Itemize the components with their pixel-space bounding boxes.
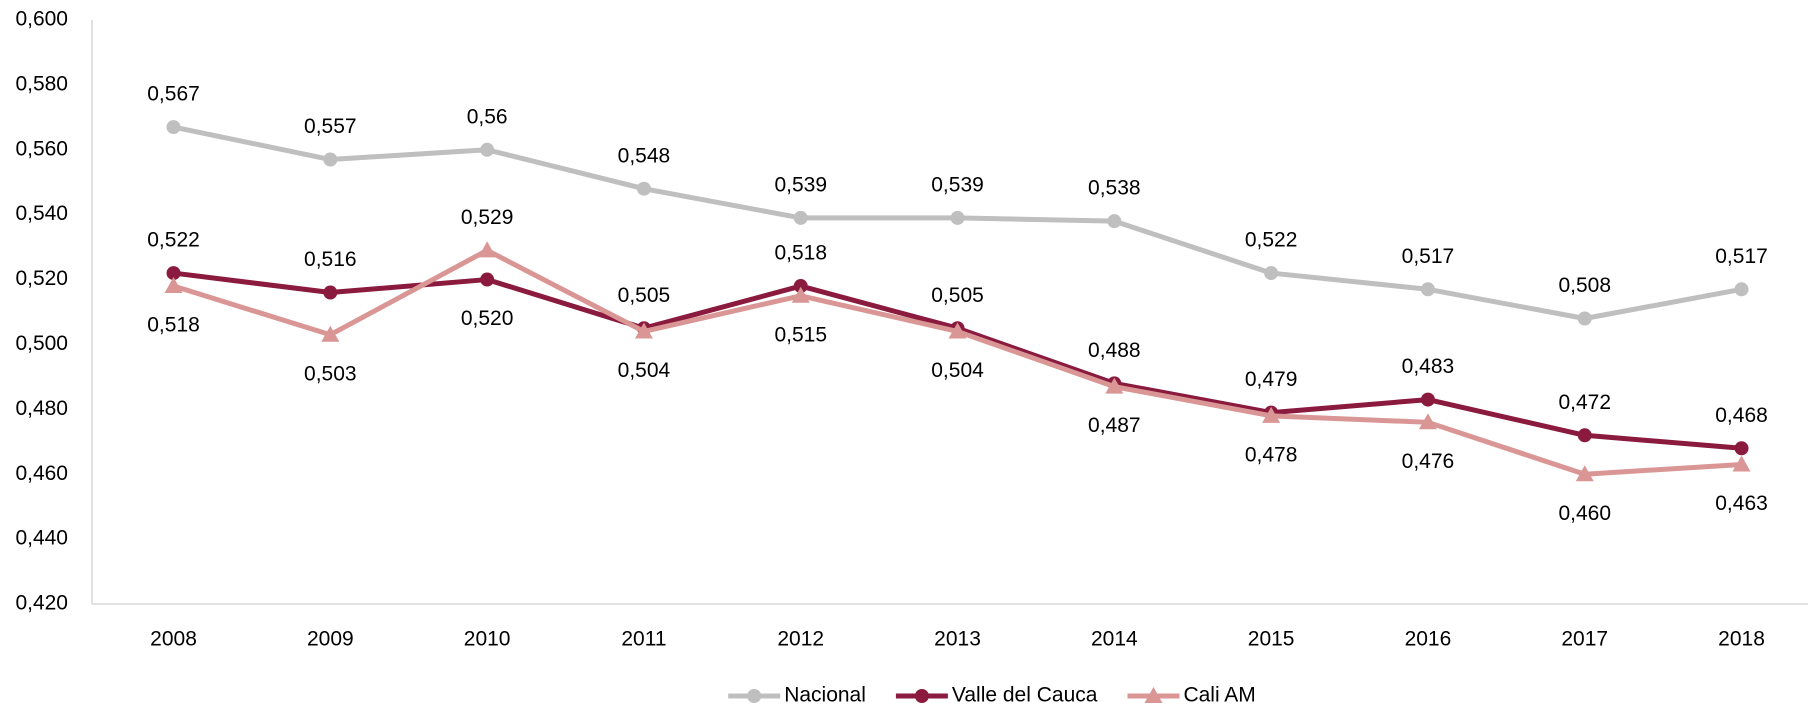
marker [634, 322, 653, 339]
data-label: 0,476 [1402, 450, 1455, 473]
marker [478, 241, 497, 258]
marker [1264, 266, 1279, 281]
data-label: 0,515 [774, 323, 827, 346]
data-label: 0,508 [1558, 274, 1611, 297]
data-label: 0,460 [1558, 502, 1611, 525]
marker [480, 272, 495, 287]
data-label: 0,478 [1245, 443, 1298, 466]
x-tick-label: 2012 [777, 628, 824, 651]
marker [164, 277, 183, 294]
data-label: 0,522 [1245, 229, 1298, 252]
marker [1105, 377, 1124, 394]
x-tick-label: 2009 [307, 628, 354, 651]
marker [948, 322, 967, 339]
data-label: 0,522 [147, 229, 200, 252]
marker [1575, 465, 1594, 482]
marker [480, 142, 495, 157]
data-label: 0,488 [1088, 339, 1141, 362]
legend: Nacional Valle del Cauca Cali AM [728, 684, 1256, 707]
y-tick-label: 0,540 [15, 202, 68, 225]
data-label: 0,557 [304, 115, 357, 138]
marker [950, 210, 965, 225]
marker [1734, 441, 1749, 456]
marker [1107, 214, 1122, 229]
data-label: 0,518 [774, 242, 827, 265]
marker [1262, 406, 1281, 423]
marker [166, 120, 181, 135]
x-tick-label: 2014 [1091, 628, 1138, 651]
x-tick-label: 2013 [934, 628, 981, 651]
marker [791, 286, 810, 303]
data-label: 0,539 [774, 173, 827, 196]
x-tick-label: 2008 [150, 628, 197, 651]
marker [1418, 413, 1437, 430]
data-label: 0,567 [147, 83, 200, 106]
data-label: 0,463 [1715, 492, 1768, 515]
data-label: 0,517 [1402, 245, 1455, 268]
data-label: 0,538 [1088, 177, 1141, 200]
data-label: 0,548 [618, 144, 671, 167]
legend-label: Nacional [784, 684, 866, 707]
data-label: 0,479 [1245, 368, 1298, 391]
y-tick-label: 0,520 [15, 267, 68, 290]
y-tick-label: 0,560 [15, 137, 68, 160]
data-label: 0,468 [1715, 404, 1768, 427]
data-label: 0,504 [618, 359, 671, 382]
marker [1420, 282, 1435, 297]
data-label: 0,472 [1558, 391, 1611, 414]
marker [1732, 455, 1751, 472]
marker [1577, 428, 1592, 443]
marker [1144, 687, 1163, 703]
data-label: 0,518 [147, 314, 200, 337]
y-tick-label: 0,420 [15, 592, 68, 615]
marker [323, 285, 338, 300]
data-label: 0,504 [931, 359, 984, 382]
x-tick-label: 2010 [464, 628, 511, 651]
legend-label: Cali AM [1183, 684, 1255, 707]
marker [793, 210, 808, 225]
marker [1734, 282, 1749, 297]
marker [323, 152, 338, 167]
data-label: 0,483 [1402, 355, 1455, 378]
data-label: 0,517 [1715, 245, 1768, 268]
data-label: 0,56 [467, 105, 508, 128]
x-tick-label: 2017 [1561, 628, 1608, 651]
y-tick-label: 0,500 [15, 332, 68, 355]
y-tick-label: 0,480 [15, 397, 68, 420]
data-label: 0,529 [461, 206, 514, 229]
x-tick-label: 2011 [621, 628, 666, 651]
data-label: 0,516 [304, 248, 357, 271]
y-tick-label: 0,440 [15, 527, 68, 550]
marker [747, 689, 762, 703]
data-label: 0,539 [931, 173, 984, 196]
marker [636, 181, 651, 196]
data-label: 0,487 [1088, 414, 1141, 437]
marker [1420, 392, 1435, 407]
data-label: 0,520 [461, 307, 514, 330]
marker [321, 325, 340, 342]
marker [166, 266, 181, 281]
x-tick-label: 2016 [1405, 628, 1452, 651]
y-tick-label: 0,600 [15, 8, 68, 31]
data-label: 0,503 [304, 362, 357, 385]
y-tick-label: 0,460 [15, 462, 68, 485]
data-label: 0,505 [618, 284, 671, 307]
y-tick-label: 0,580 [15, 72, 68, 95]
marker [793, 279, 808, 294]
marker [1577, 311, 1592, 326]
legend-label: Valle del Cauca [952, 684, 1098, 707]
x-tick-label: 2015 [1248, 628, 1295, 651]
data-label: 0,505 [931, 284, 984, 307]
marker [914, 689, 929, 703]
x-tick-label: 2018 [1718, 628, 1765, 651]
